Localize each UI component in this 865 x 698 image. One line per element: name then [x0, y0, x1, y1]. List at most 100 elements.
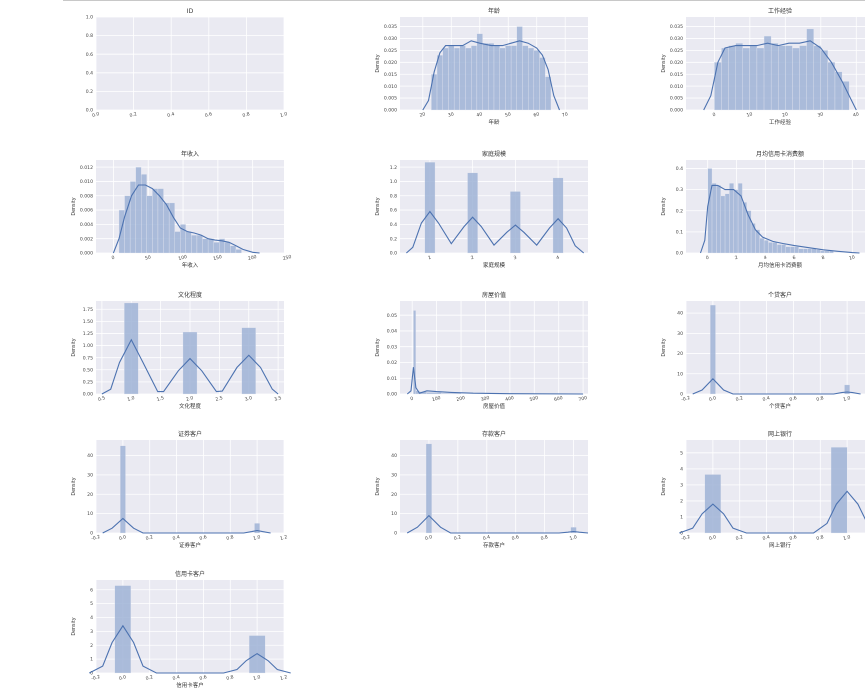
- histogram-bar: [499, 47, 506, 111]
- x-tick-label: 0.6: [199, 674, 208, 682]
- x-tick-label: 300: [480, 395, 490, 403]
- x-tick-label: 0.5: [97, 395, 106, 403]
- histogram-bar: [510, 45, 517, 111]
- x-tick-label: 0.6: [511, 534, 520, 542]
- plot-area: [96, 17, 284, 110]
- y-tick-label: 0.010: [384, 84, 397, 90]
- x-tick-label: 0: [410, 396, 414, 403]
- y-tick-label: 0: [90, 671, 93, 677]
- x-tick-label: 2.5: [215, 395, 224, 403]
- y-tick-label: 10: [87, 511, 93, 517]
- subplot: 0.000 0.005 0.010 0.015 0.020 0.025 0.030 0.035…: [661, 7, 865, 126]
- histogram-bar: [426, 392, 442, 395]
- histogram-bar: [441, 393, 462, 395]
- x-tick-label: 0: [111, 255, 115, 262]
- x-tick-label: 60: [533, 111, 540, 118]
- histogram-bar: [759, 238, 765, 254]
- x-tick-label: 0: [712, 112, 716, 119]
- chart-title: 家庭规模: [482, 150, 506, 158]
- x-tick-label: 150: [213, 254, 223, 262]
- histogram-bar: [827, 62, 836, 111]
- subplot: 010203040-0.20.00.20.40.60.81.01.2个贷客户个贷…: [661, 291, 865, 410]
- x-tick-label: 0.8: [226, 534, 235, 542]
- subplot: 0.000 0.002 0.004 0.006 0.008 0.010 0.012 0 50 10…: [71, 150, 292, 269]
- y-tick-label: 0.008: [80, 193, 93, 199]
- histogram-bar: [241, 327, 256, 395]
- x-tick-label: 600: [553, 395, 563, 403]
- y-tick-label: 0: [394, 531, 397, 537]
- histogram-bar: [120, 445, 126, 534]
- chart-title: 工作经验: [768, 7, 792, 15]
- x-axis-label: 证券客户: [179, 541, 201, 549]
- kde-line: [112, 184, 260, 254]
- histogram-bar: [570, 527, 577, 534]
- histogram-bar: [824, 250, 830, 254]
- x-axis-label: 房屋价值: [483, 402, 506, 410]
- histogram-bar: [124, 195, 131, 254]
- histogram-bar: [152, 188, 159, 254]
- x-tick-label: 0.4: [762, 534, 771, 542]
- y-tick-label: 0.02: [387, 360, 397, 366]
- histogram-bar: [493, 45, 500, 111]
- kde-line: [406, 367, 584, 395]
- x-tick-label: 2.0: [185, 395, 194, 403]
- x-tick-label: 0.0: [118, 534, 127, 542]
- x-tick-label: 4: [556, 255, 560, 262]
- histogram-bar: [742, 47, 750, 111]
- kde-line: [89, 624, 291, 674]
- y-tick-label: 0.0: [390, 251, 397, 257]
- histogram-bar: [118, 209, 125, 254]
- x-tick-label: 500: [529, 395, 539, 403]
- x-tick-label: 1.0: [253, 534, 262, 542]
- x-tick-label: 10: [746, 111, 753, 118]
- y-axis-label: Density: [71, 338, 77, 356]
- histogram-bar: [545, 76, 552, 111]
- histogram-bar: [459, 45, 466, 111]
- histogram-bar: [710, 304, 716, 395]
- y-tick-label: 0.030: [670, 36, 683, 42]
- y-tick-label: 10: [677, 371, 683, 377]
- histogram-bar: [207, 238, 214, 254]
- top-divider: [63, 0, 865, 1]
- x-tick-label: -0.2: [91, 674, 101, 682]
- histogram-bar: [482, 43, 489, 111]
- x-axis-label: 个贷客户: [769, 402, 791, 410]
- histogram-bar: [720, 195, 726, 254]
- y-tick-label: 40: [391, 453, 397, 459]
- y-axis-label: Density: [375, 197, 381, 215]
- histogram-bar: [778, 45, 786, 111]
- histogram-bar: [146, 195, 153, 254]
- y-tick-label: 40: [677, 311, 683, 317]
- histogram-bar: [834, 71, 843, 111]
- x-tick-label: 0.6: [199, 534, 208, 542]
- histogram-bar: [254, 523, 260, 534]
- histogram-bar: [802, 248, 808, 254]
- x-tick-label: 1.0: [843, 534, 852, 542]
- y-tick-label: 0.01: [387, 376, 397, 382]
- y-tick-label: 0.03: [387, 344, 397, 350]
- x-tick-label: 0.0: [708, 534, 717, 542]
- subplot: 0.000 0.005 0.010 0.015 0.020 0.025 0.030 0.035…: [375, 7, 588, 126]
- kde-line: [692, 378, 861, 395]
- histogram-bar: [729, 183, 734, 254]
- x-tick-label: 20: [419, 111, 426, 118]
- histogram-bar: [471, 45, 478, 111]
- x-tick-label: 8: [821, 255, 825, 262]
- x-tick-label: 0.4: [762, 395, 771, 403]
- histogram-bar: [552, 177, 564, 254]
- histogram-bar: [785, 45, 793, 111]
- kde-line: [679, 490, 865, 534]
- kde-line: [422, 40, 561, 111]
- x-tick-label: 0.4: [172, 674, 181, 682]
- y-tick-label: 0.010: [670, 84, 683, 90]
- x-tick-label: 1.0: [279, 111, 288, 119]
- y-tick-label: 0.010: [80, 179, 93, 185]
- histogram-bar: [533, 50, 540, 111]
- histogram-bar: [129, 181, 136, 254]
- histogram-bar: [735, 43, 743, 111]
- x-tick-label: 0.2: [145, 674, 154, 682]
- histogram-bar: [213, 242, 220, 254]
